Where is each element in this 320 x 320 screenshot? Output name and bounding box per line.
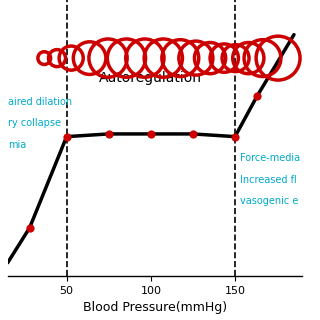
Point: [106, 132, 111, 137]
X-axis label: Blood Pressure(mmHg): Blood Pressure(mmHg): [83, 301, 227, 315]
Text: vasogenic e: vasogenic e: [240, 196, 299, 206]
Point: [27, 225, 32, 230]
Text: Increased fl: Increased fl: [240, 174, 297, 185]
Text: ry collapse: ry collapse: [8, 118, 61, 128]
Text: Force-media: Force-media: [240, 153, 300, 163]
Point: [148, 132, 153, 137]
Point: [232, 134, 237, 139]
Text: mia: mia: [8, 140, 26, 150]
Text: aired dilation: aired dilation: [8, 97, 72, 107]
Text: Autoregulation: Autoregulation: [99, 71, 202, 84]
Point: [64, 134, 69, 139]
Point: [190, 132, 196, 137]
Point: [254, 94, 260, 99]
